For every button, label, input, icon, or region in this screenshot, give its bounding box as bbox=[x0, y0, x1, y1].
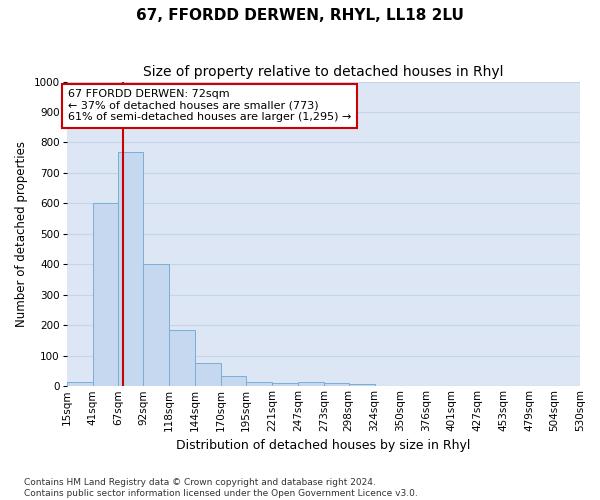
Bar bbox=[221, 376, 246, 386]
Bar bbox=[246, 382, 272, 386]
Text: 67 FFORDD DERWEN: 72sqm
← 37% of detached houses are smaller (773)
61% of semi-d: 67 FFORDD DERWEN: 72sqm ← 37% of detache… bbox=[68, 89, 351, 122]
Title: Size of property relative to detached houses in Rhyl: Size of property relative to detached ho… bbox=[143, 65, 503, 79]
Bar bbox=[67, 382, 92, 386]
Y-axis label: Number of detached properties: Number of detached properties bbox=[15, 141, 28, 327]
Bar bbox=[298, 382, 324, 386]
Bar bbox=[169, 330, 195, 386]
X-axis label: Distribution of detached houses by size in Rhyl: Distribution of detached houses by size … bbox=[176, 440, 470, 452]
Bar bbox=[92, 204, 118, 386]
Bar bbox=[195, 364, 221, 386]
Bar bbox=[143, 264, 169, 386]
Bar bbox=[324, 383, 349, 386]
Bar bbox=[272, 383, 298, 386]
Text: Contains HM Land Registry data © Crown copyright and database right 2024.
Contai: Contains HM Land Registry data © Crown c… bbox=[24, 478, 418, 498]
Bar bbox=[349, 384, 374, 386]
Bar bbox=[118, 152, 143, 386]
Text: 67, FFORDD DERWEN, RHYL, LL18 2LU: 67, FFORDD DERWEN, RHYL, LL18 2LU bbox=[136, 8, 464, 22]
